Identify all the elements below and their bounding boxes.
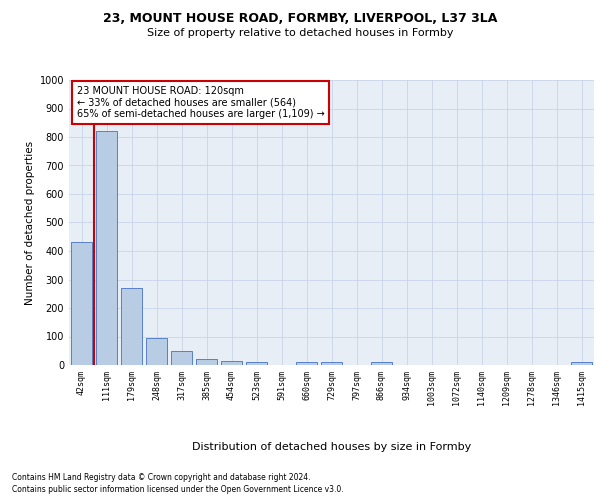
Text: Contains public sector information licensed under the Open Government Licence v3: Contains public sector information licen… (12, 485, 344, 494)
Bar (571, 362, 592, 365)
Bar (371, 362, 392, 365)
Bar (171, 352, 192, 365)
Bar (221, 361, 242, 365)
Y-axis label: Number of detached properties: Number of detached properties (25, 140, 35, 304)
Bar (71, 242, 92, 365)
Text: 23 MOUNT HOUSE ROAD: 120sqm
← 33% of detached houses are smaller (564)
65% of se: 23 MOUNT HOUSE ROAD: 120sqm ← 33% of det… (77, 86, 325, 119)
Bar (121, 288, 142, 365)
Text: Size of property relative to detached houses in Formby: Size of property relative to detached ho… (147, 28, 453, 38)
Bar (196, 358, 217, 365)
Bar (246, 362, 267, 365)
Bar (96, 132, 117, 365)
Bar (146, 338, 167, 365)
Text: 23, MOUNT HOUSE ROAD, FORMBY, LIVERPOOL, L37 3LA: 23, MOUNT HOUSE ROAD, FORMBY, LIVERPOOL,… (103, 12, 497, 26)
Text: Distribution of detached houses by size in Formby: Distribution of detached houses by size … (192, 442, 472, 452)
Text: Contains HM Land Registry data © Crown copyright and database right 2024.: Contains HM Land Registry data © Crown c… (12, 472, 311, 482)
Bar (321, 362, 342, 365)
Bar (296, 362, 317, 365)
